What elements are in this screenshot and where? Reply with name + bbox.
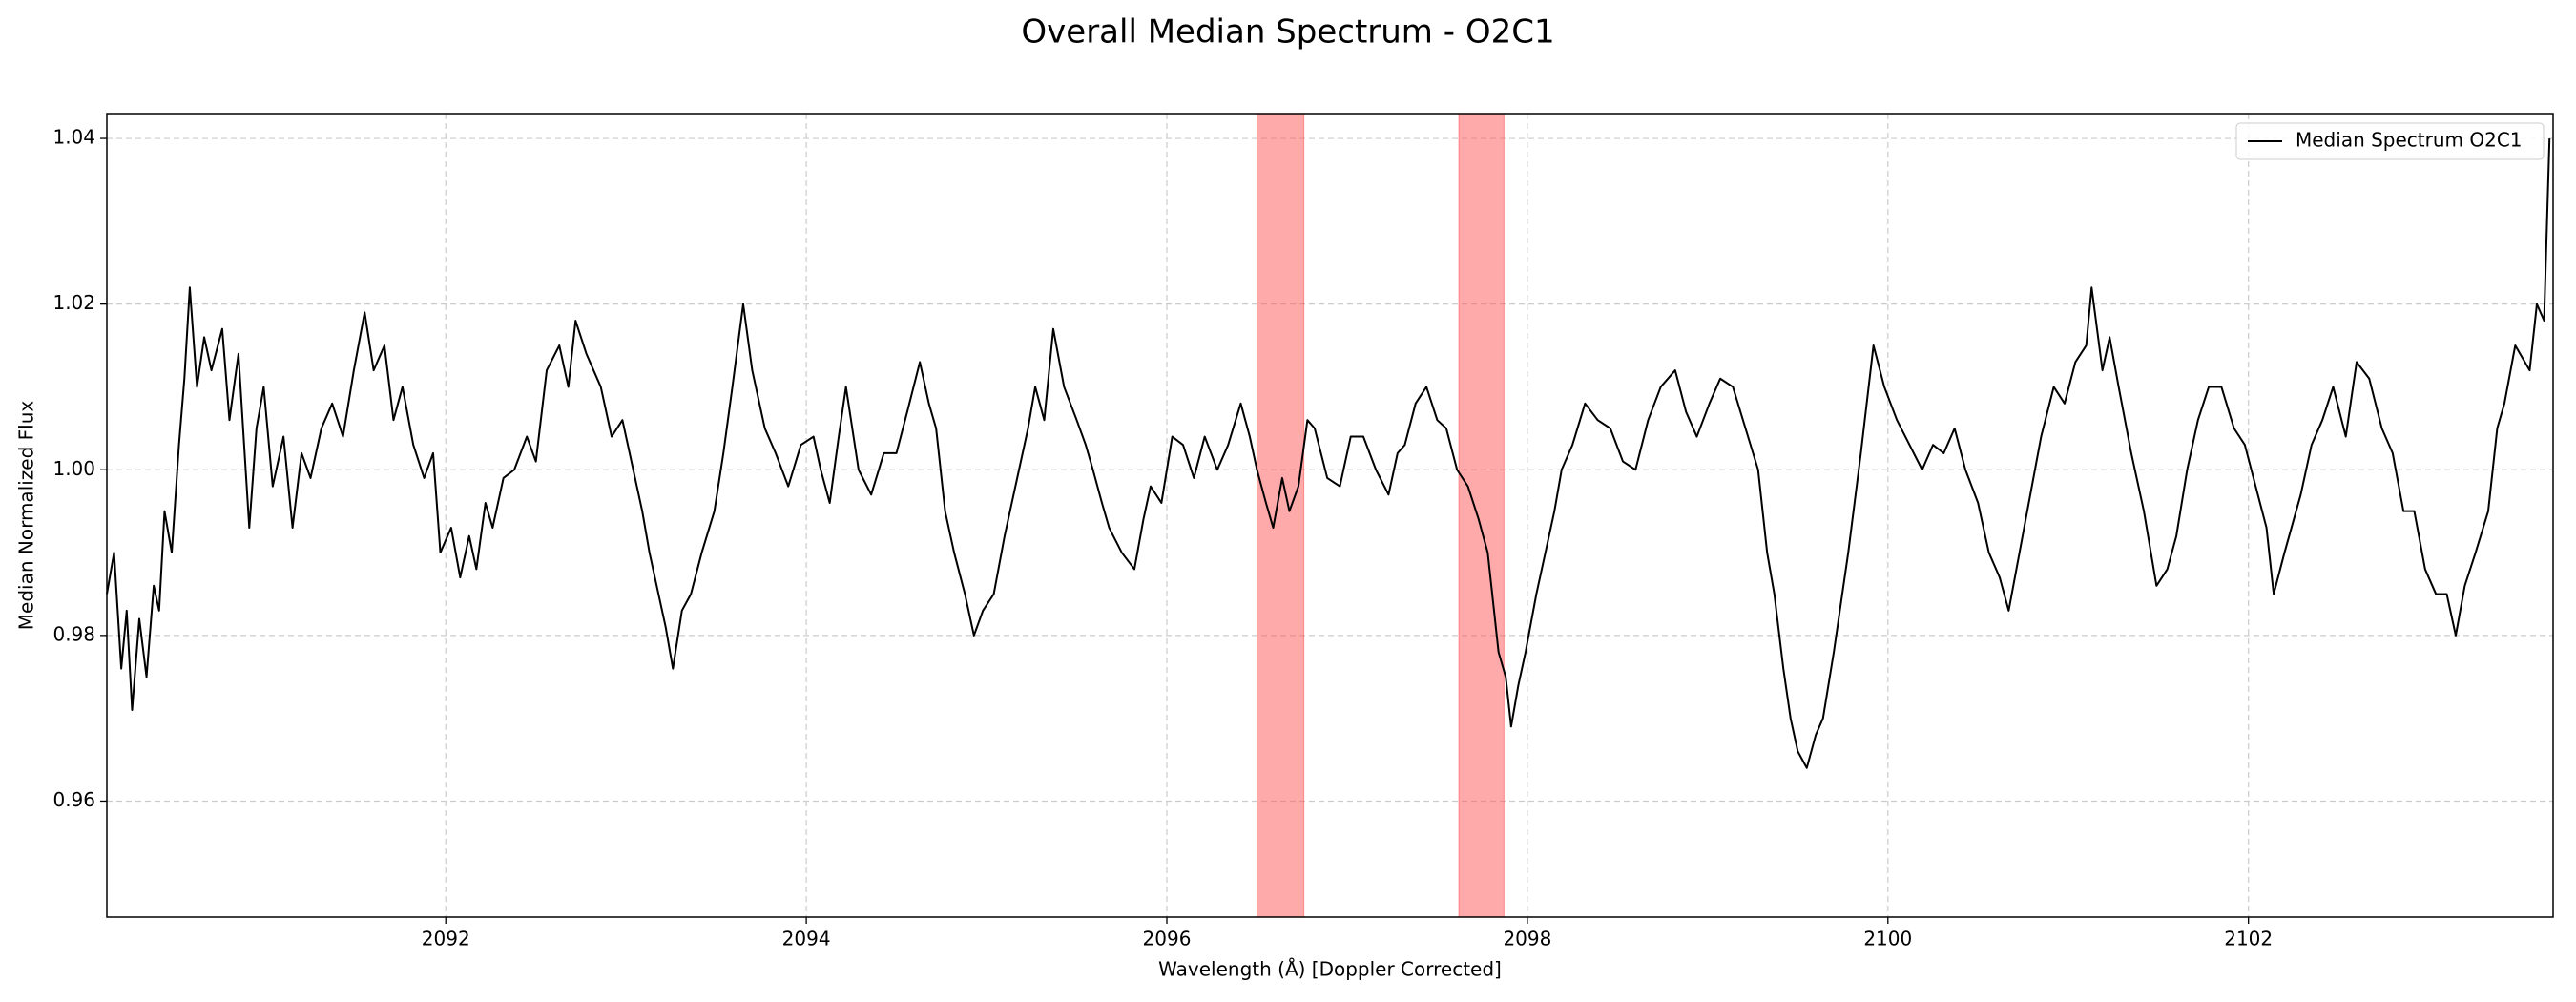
y-tick-label: 0.98 <box>52 622 95 645</box>
highlight-span <box>1256 113 1305 918</box>
chart-title: Overall Median Spectrum - O2C1 <box>1021 13 1554 52</box>
y-tick-label: 0.96 <box>52 788 95 811</box>
y-axis-label: Median Normalized Flux <box>15 401 38 631</box>
x-tick-label: 2100 <box>1863 928 1912 950</box>
y-tick-label: 1.00 <box>52 457 95 480</box>
x-axis-label: Wavelength (Å) [Doppler Corrected] <box>1158 958 1502 981</box>
x-tick-label: 2098 <box>1503 928 1551 950</box>
legend-label: Median Spectrum O2C1 <box>2296 129 2523 152</box>
x-tick-label: 2092 <box>422 928 470 950</box>
x-tick-label: 2096 <box>1143 928 1192 950</box>
legend-box <box>2235 122 2545 160</box>
y-tick-label: 1.02 <box>52 291 95 314</box>
x-tick-label: 2094 <box>782 928 831 950</box>
y-tick-label: 1.04 <box>52 126 95 149</box>
plot-frame <box>106 113 2554 918</box>
spectrum-line <box>106 138 2551 769</box>
highlight-span <box>1458 113 1505 918</box>
x-tick-label: 2102 <box>2224 928 2273 950</box>
